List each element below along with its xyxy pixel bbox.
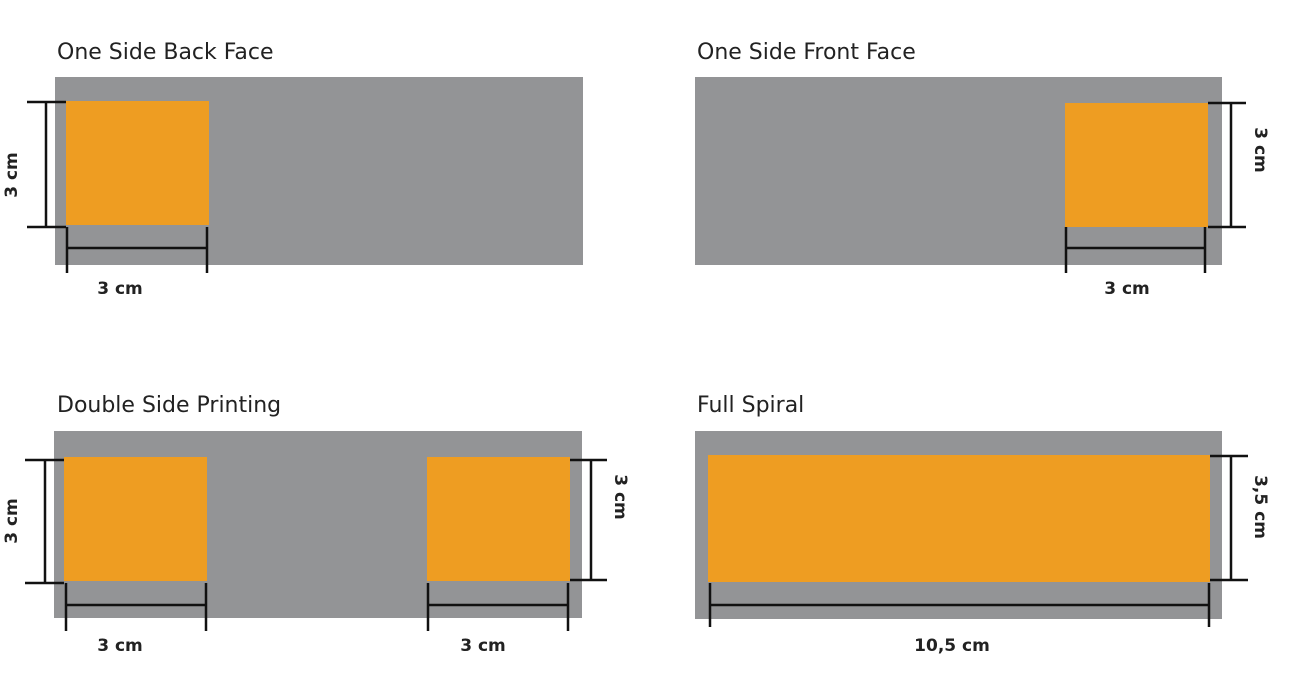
- panel-title: Full Spiral: [697, 393, 804, 418]
- dimension-label: 3 cm: [2, 152, 22, 198]
- print-area: [708, 455, 1210, 582]
- dimension-line: [1064, 101, 1246, 273]
- print-area: [66, 101, 209, 225]
- dimension-line: [25, 458, 607, 631]
- panel: One Side Front Face 3 cm 3 cm: [695, 40, 1270, 299]
- dimension-label: 3,5 cm: [1250, 475, 1270, 539]
- dimension-label: 10,5 cm: [914, 636, 990, 656]
- panel-title: One Side Back Face: [57, 40, 274, 65]
- dimension-label: 3 cm: [460, 636, 506, 656]
- panel: One Side Back Face 3 cm 3 cm: [2, 40, 583, 299]
- dimension-label: 3 cm: [1104, 279, 1150, 299]
- dimension-line: [27, 100, 209, 273]
- print-area: [427, 457, 570, 581]
- panel: Full Spiral 3,5 cm 10,5 cm: [695, 393, 1270, 656]
- dimension-label: 3 cm: [97, 279, 143, 299]
- print-area: [64, 457, 207, 581]
- dimension-label: 3 cm: [1250, 127, 1270, 173]
- panel-title: Double Side Printing: [57, 393, 281, 418]
- dimension-label: 3 cm: [2, 498, 22, 544]
- panel: Double Side Printing 3 cm 3 cm 3 cm 3 cm: [2, 393, 630, 656]
- dimension-label: 3 cm: [97, 636, 143, 656]
- dimension-line: [708, 454, 1248, 627]
- panel-title: One Side Front Face: [697, 40, 916, 65]
- dimension-label: 3 cm: [610, 474, 630, 520]
- print-area: [1065, 103, 1208, 227]
